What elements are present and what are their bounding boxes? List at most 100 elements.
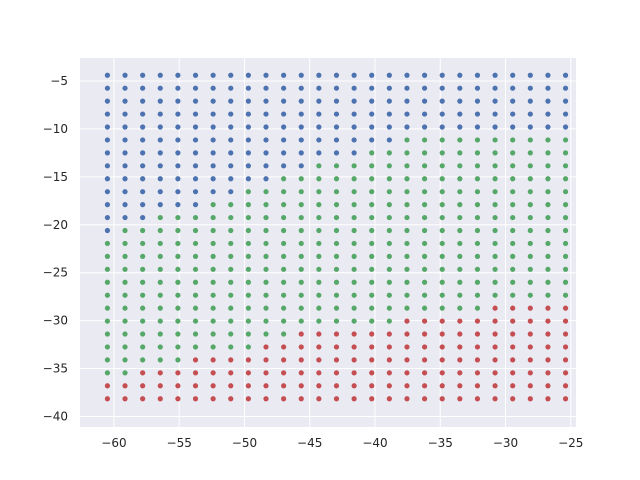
red-point: [492, 370, 498, 376]
red-point: [457, 357, 463, 363]
green-point: [527, 227, 533, 234]
red-point: [333, 344, 340, 350]
red-point: [527, 344, 533, 350]
green-point: [263, 240, 269, 247]
y-axis-ticks: −5 −10 −15 −20 −25 −30 −35 −40: [43, 74, 68, 423]
green-point: [245, 266, 251, 272]
green-point: [510, 202, 516, 208]
green-point: [210, 292, 216, 298]
red-point: [492, 396, 498, 402]
red-point: [263, 344, 269, 350]
blue-point: [192, 163, 199, 169]
red-point: [404, 370, 410, 376]
red-point: [404, 383, 410, 389]
green-point: [369, 305, 375, 311]
green-point: [281, 266, 287, 272]
green-point: [457, 163, 463, 169]
green-point: [228, 318, 234, 324]
green-point: [421, 150, 428, 156]
blue-point: [157, 85, 163, 91]
blue-point: [351, 85, 357, 91]
green-point: [439, 137, 445, 143]
red-point: [210, 396, 216, 402]
green-point: [421, 189, 428, 195]
red-point: [439, 344, 445, 350]
blue-point: [192, 150, 199, 156]
blue-point: [122, 202, 128, 208]
red-point: [510, 396, 516, 402]
green-point: [404, 266, 410, 272]
green-point: [298, 240, 304, 247]
red-point: [281, 357, 287, 363]
red-point: [545, 318, 551, 324]
green-point: [457, 176, 463, 182]
green-point: [457, 279, 463, 285]
green-point: [122, 253, 128, 259]
blue-point: [369, 124, 375, 130]
blue-point: [510, 72, 516, 78]
green-point: [122, 318, 128, 324]
green-point: [175, 331, 181, 337]
green-point: [104, 370, 111, 376]
green-point: [333, 279, 340, 285]
green-point: [369, 202, 375, 208]
green-point: [210, 266, 216, 272]
blue-point: [104, 202, 111, 208]
red-point: [510, 318, 516, 324]
blue-point: [404, 124, 410, 130]
green-point: [281, 331, 287, 337]
red-point: [457, 396, 463, 402]
green-point: [527, 150, 533, 156]
green-point: [316, 318, 322, 324]
green-point: [510, 253, 516, 259]
blue-point: [210, 189, 216, 195]
green-point: [562, 163, 569, 169]
blue-point: [510, 85, 516, 91]
green-point: [404, 227, 410, 234]
green-point: [210, 227, 216, 234]
red-point: [281, 383, 287, 389]
red-point: [351, 383, 357, 389]
green-point: [122, 292, 128, 298]
blue-point: [333, 137, 340, 143]
blue-point: [351, 98, 357, 104]
blue-point: [545, 111, 551, 117]
green-point: [316, 163, 322, 169]
green-point: [210, 344, 216, 350]
green-point: [474, 305, 481, 311]
green-point: [104, 279, 111, 285]
red-point: [474, 331, 481, 337]
green-point: [439, 150, 445, 156]
blue-point: [386, 137, 392, 143]
green-point: [545, 292, 551, 298]
green-point: [510, 214, 516, 221]
blue-point: [298, 72, 304, 78]
blue-point: [527, 72, 533, 78]
green-point: [140, 227, 146, 234]
green-point: [457, 202, 463, 208]
red-point: [316, 357, 322, 363]
red-point: [527, 305, 533, 311]
red-point: [404, 396, 410, 402]
green-point: [351, 240, 357, 247]
green-point: [245, 253, 251, 259]
blue-point: [386, 124, 392, 130]
red-point: [510, 331, 516, 337]
red-point: [316, 383, 322, 389]
green-point: [527, 189, 533, 195]
red-point: [386, 331, 392, 337]
blue-point: [228, 85, 234, 91]
green-point: [192, 305, 199, 311]
blue-point: [562, 98, 569, 104]
green-point: [122, 240, 128, 247]
red-point: [457, 318, 463, 324]
green-point: [104, 331, 111, 337]
green-point: [421, 176, 428, 182]
green-point: [492, 214, 498, 221]
blue-point: [316, 150, 322, 156]
green-point: [281, 202, 287, 208]
y-tick-label: −20: [43, 218, 68, 232]
green-point: [474, 137, 481, 143]
red-point: [510, 357, 516, 363]
red-point: [562, 331, 569, 337]
